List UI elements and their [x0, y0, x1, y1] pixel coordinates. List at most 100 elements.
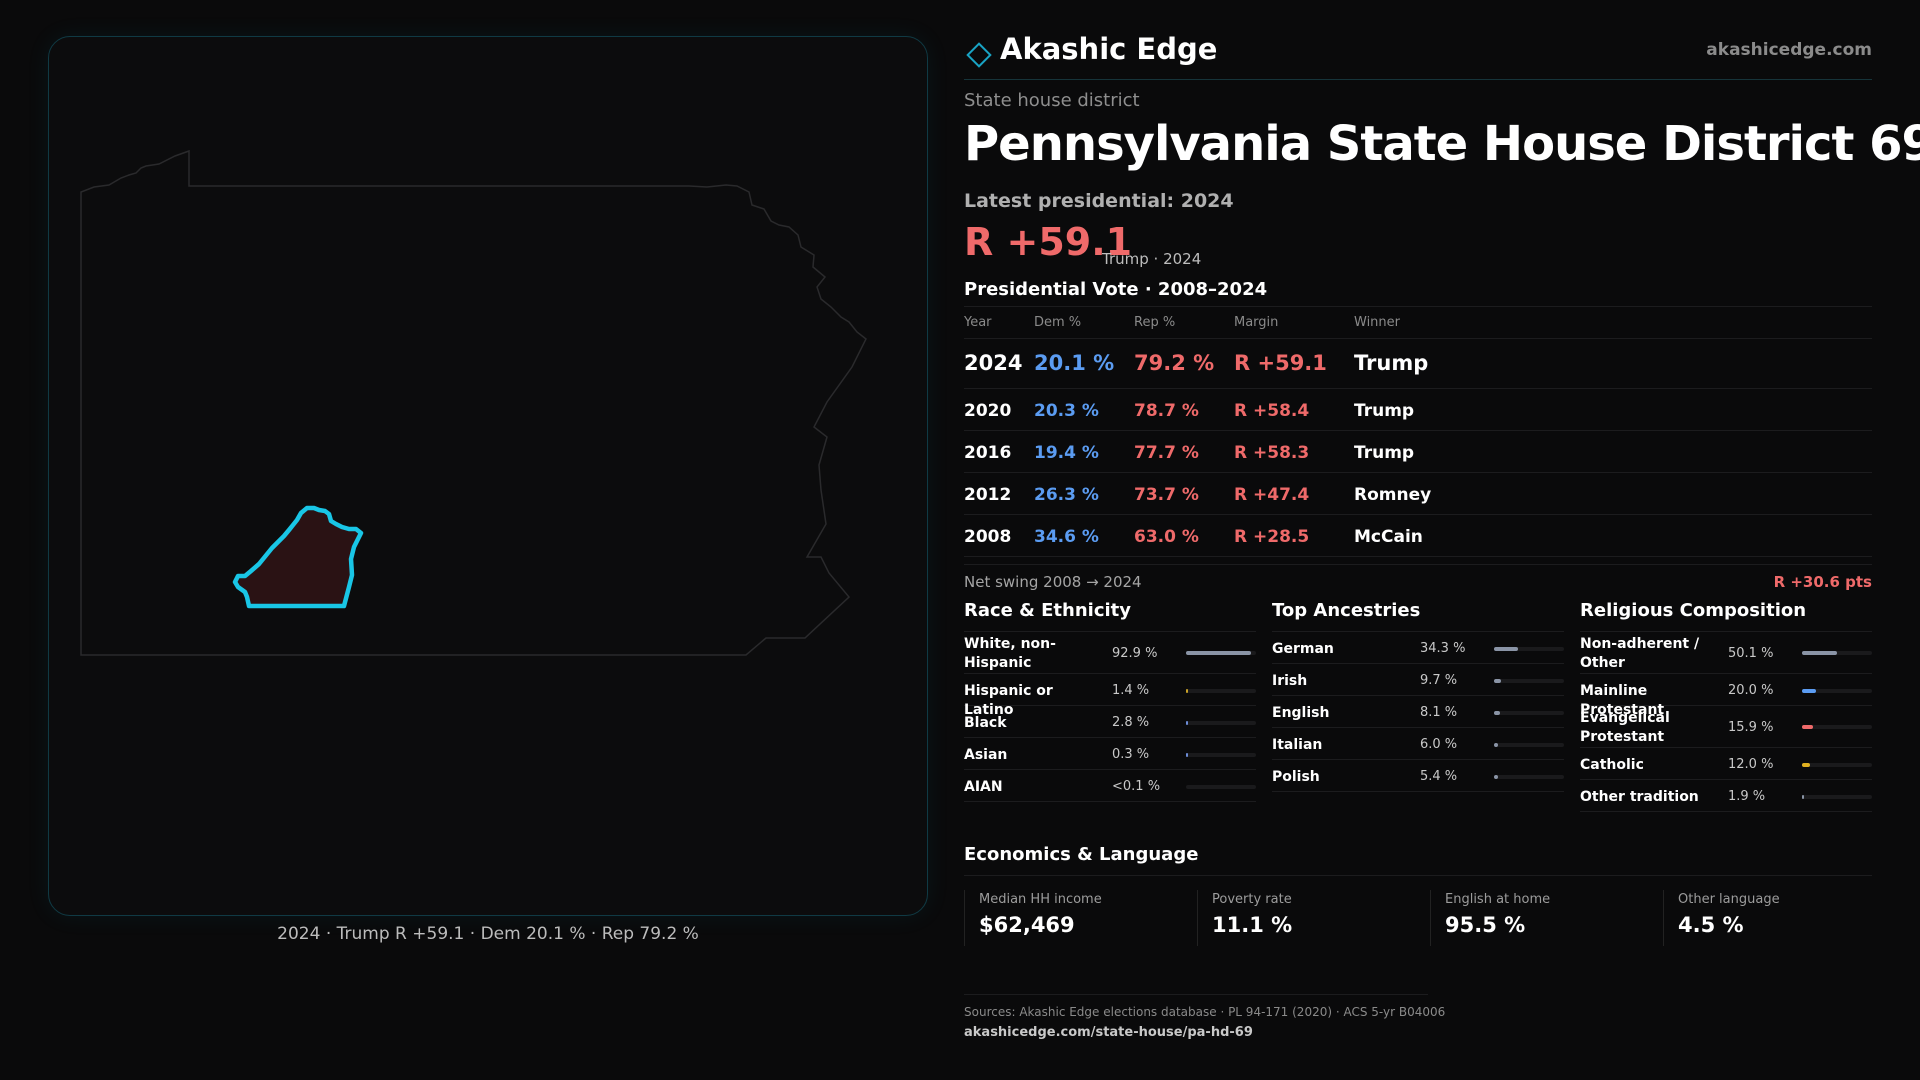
pennsylvania-outline	[80, 149, 867, 656]
item-value: 6.0 %	[1420, 737, 1458, 752]
source-url-link[interactable]: akashicedge.com/state-house/pa-hd-69	[964, 1025, 1253, 1040]
religion-title: Religious Composition	[1580, 600, 1872, 632]
econ-stat-income: Median HH income $62,469	[964, 890, 1184, 946]
cell-margin: R +47.4	[1234, 485, 1310, 505]
item-bar-track	[1494, 679, 1564, 683]
item-bar-track	[1802, 689, 1872, 693]
cell-year: 2024	[964, 351, 1023, 375]
district-69-shape[interactable]	[232, 505, 364, 609]
cell-margin: R +28.5	[1234, 527, 1310, 547]
item-bar-track	[1802, 763, 1872, 767]
cell-winner: Romney	[1354, 485, 1432, 505]
list-item: Catholic 12.0 %	[1580, 748, 1872, 780]
item-label: German	[1272, 641, 1334, 657]
item-value: 8.1 %	[1420, 705, 1458, 720]
item-bar-track	[1494, 743, 1564, 747]
item-bar-track	[1186, 721, 1256, 725]
column-header-winner: Winner	[1354, 315, 1401, 330]
cell-rep: 79.2 %	[1134, 351, 1215, 375]
table-row: 2008 34.6 % 63.0 % R +28.5 McCain	[964, 515, 1872, 557]
list-item: Polish 5.4 %	[1272, 760, 1564, 792]
cell-dem: 19.4 %	[1034, 443, 1099, 463]
item-value: 2.8 %	[1112, 715, 1150, 730]
item-bar	[1186, 753, 1188, 757]
item-bar-track	[1186, 651, 1256, 655]
item-label: Italian	[1272, 737, 1323, 753]
cell-rep: 73.7 %	[1134, 485, 1199, 505]
cell-dem: 34.6 %	[1034, 527, 1099, 547]
stat-label: Poverty rate	[1212, 892, 1292, 907]
item-label: Mainline Protestant	[1580, 683, 1665, 718]
stat-label: English at home	[1445, 892, 1551, 907]
list-item: Non-adherent / Other 50.1 %	[1580, 632, 1872, 674]
item-value: <0.1 %	[1112, 779, 1161, 794]
item-label: White, non-Hispanic	[964, 636, 1056, 671]
item-bar	[1186, 689, 1188, 693]
list-item: Other tradition 1.9 %	[1580, 780, 1872, 812]
item-label: Irish	[1272, 673, 1308, 689]
cell-year: 2016	[964, 443, 1012, 463]
district-map[interactable]	[48, 36, 928, 916]
item-bar-track	[1802, 795, 1872, 799]
table-row: 2020 20.3 % 78.7 % R +58.4 Trump	[964, 389, 1872, 431]
item-bar	[1494, 775, 1498, 779]
item-value: 5.4 %	[1420, 769, 1458, 784]
item-label: Evangelical Protestant	[1580, 710, 1670, 745]
item-bar-track	[1186, 689, 1256, 693]
item-value: 9.7 %	[1420, 673, 1458, 688]
table-row: 2024 20.1 % 79.2 % R +59.1 Trump	[964, 339, 1872, 389]
stat-value: 11.1 %	[1212, 913, 1293, 937]
item-bar	[1186, 651, 1251, 655]
cell-year: 2020	[964, 401, 1012, 421]
econ-stat-english: English at home 95.5 %	[1430, 890, 1650, 946]
item-bar	[1802, 795, 1804, 799]
item-bar	[1802, 689, 1816, 693]
item-value: 1.4 %	[1112, 683, 1150, 698]
cell-dem: 20.1 %	[1034, 351, 1115, 375]
item-label: Polish	[1272, 769, 1320, 785]
cell-winner: Trump	[1354, 443, 1415, 463]
list-item: Evangelical Protestant 15.9 %	[1580, 706, 1872, 748]
cell-winner: Trump	[1354, 351, 1429, 375]
brand-url-link[interactable]: akashicedge.com	[1706, 40, 1872, 60]
list-item: Asian 0.3 %	[964, 738, 1256, 770]
list-item: AIAN <0.1 %	[964, 770, 1256, 802]
item-label: Non-adherent / Other	[1580, 636, 1700, 671]
list-item: Mainline Protestant 20.0 %	[1580, 674, 1872, 718]
latest-presidential-label: Latest presidential: 2024	[964, 190, 1234, 212]
item-bar-track	[1494, 711, 1564, 715]
brand-header: Akashic Edge akashicedge.com	[964, 30, 1872, 80]
table-row: 2012 26.3 % 73.7 % R +47.4 Romney	[964, 473, 1872, 515]
ancestries-title: Top Ancestries	[1272, 600, 1564, 632]
item-label: English	[1272, 705, 1330, 721]
item-bar	[1802, 651, 1837, 655]
column-header-rep: Rep %	[1134, 315, 1176, 330]
map-caption: 2024 · Trump R +59.1 · Dem 20.1 % · Rep …	[277, 924, 699, 944]
item-value: 50.1 %	[1728, 646, 1774, 661]
district-type-label: State house district	[964, 90, 1140, 111]
list-item: German 34.3 %	[1272, 632, 1564, 664]
list-item: Black 2.8 %	[964, 706, 1256, 738]
sources-text: Sources: Akashic Edge elections database…	[964, 1005, 1446, 1019]
econ-stat-poverty: Poverty rate 11.1 %	[1197, 890, 1417, 946]
item-value: 12.0 %	[1728, 757, 1774, 772]
page-title: Pennsylvania State House District 69	[964, 116, 1920, 172]
sources-footer: Sources: Akashic Edge elections database…	[964, 994, 1446, 1040]
item-bar-track	[1186, 753, 1256, 757]
econ-stat-other-language: Other language 4.5 %	[1663, 890, 1883, 946]
net-swing-row: Net swing 2008 → 2024 R +30.6 pts	[964, 564, 1872, 594]
column-header-dem: Dem %	[1034, 315, 1082, 330]
net-swing-value: R +30.6 pts	[1773, 573, 1872, 591]
list-item: Irish 9.7 %	[1272, 664, 1564, 696]
item-label: Catholic	[1580, 757, 1644, 773]
map-svg	[80, 149, 867, 656]
diamond-logo-icon	[966, 42, 992, 68]
cell-winner: McCain	[1354, 527, 1423, 547]
race-ethnicity-title: Race & Ethnicity	[964, 600, 1256, 632]
table-header: Year Dem % Rep % Margin Winner	[964, 307, 1872, 339]
column-header-year: Year	[964, 315, 992, 330]
item-bar-track	[1494, 647, 1564, 651]
stat-value: 4.5 %	[1678, 913, 1744, 937]
cell-year: 2008	[964, 527, 1012, 547]
item-bar	[1494, 711, 1500, 715]
